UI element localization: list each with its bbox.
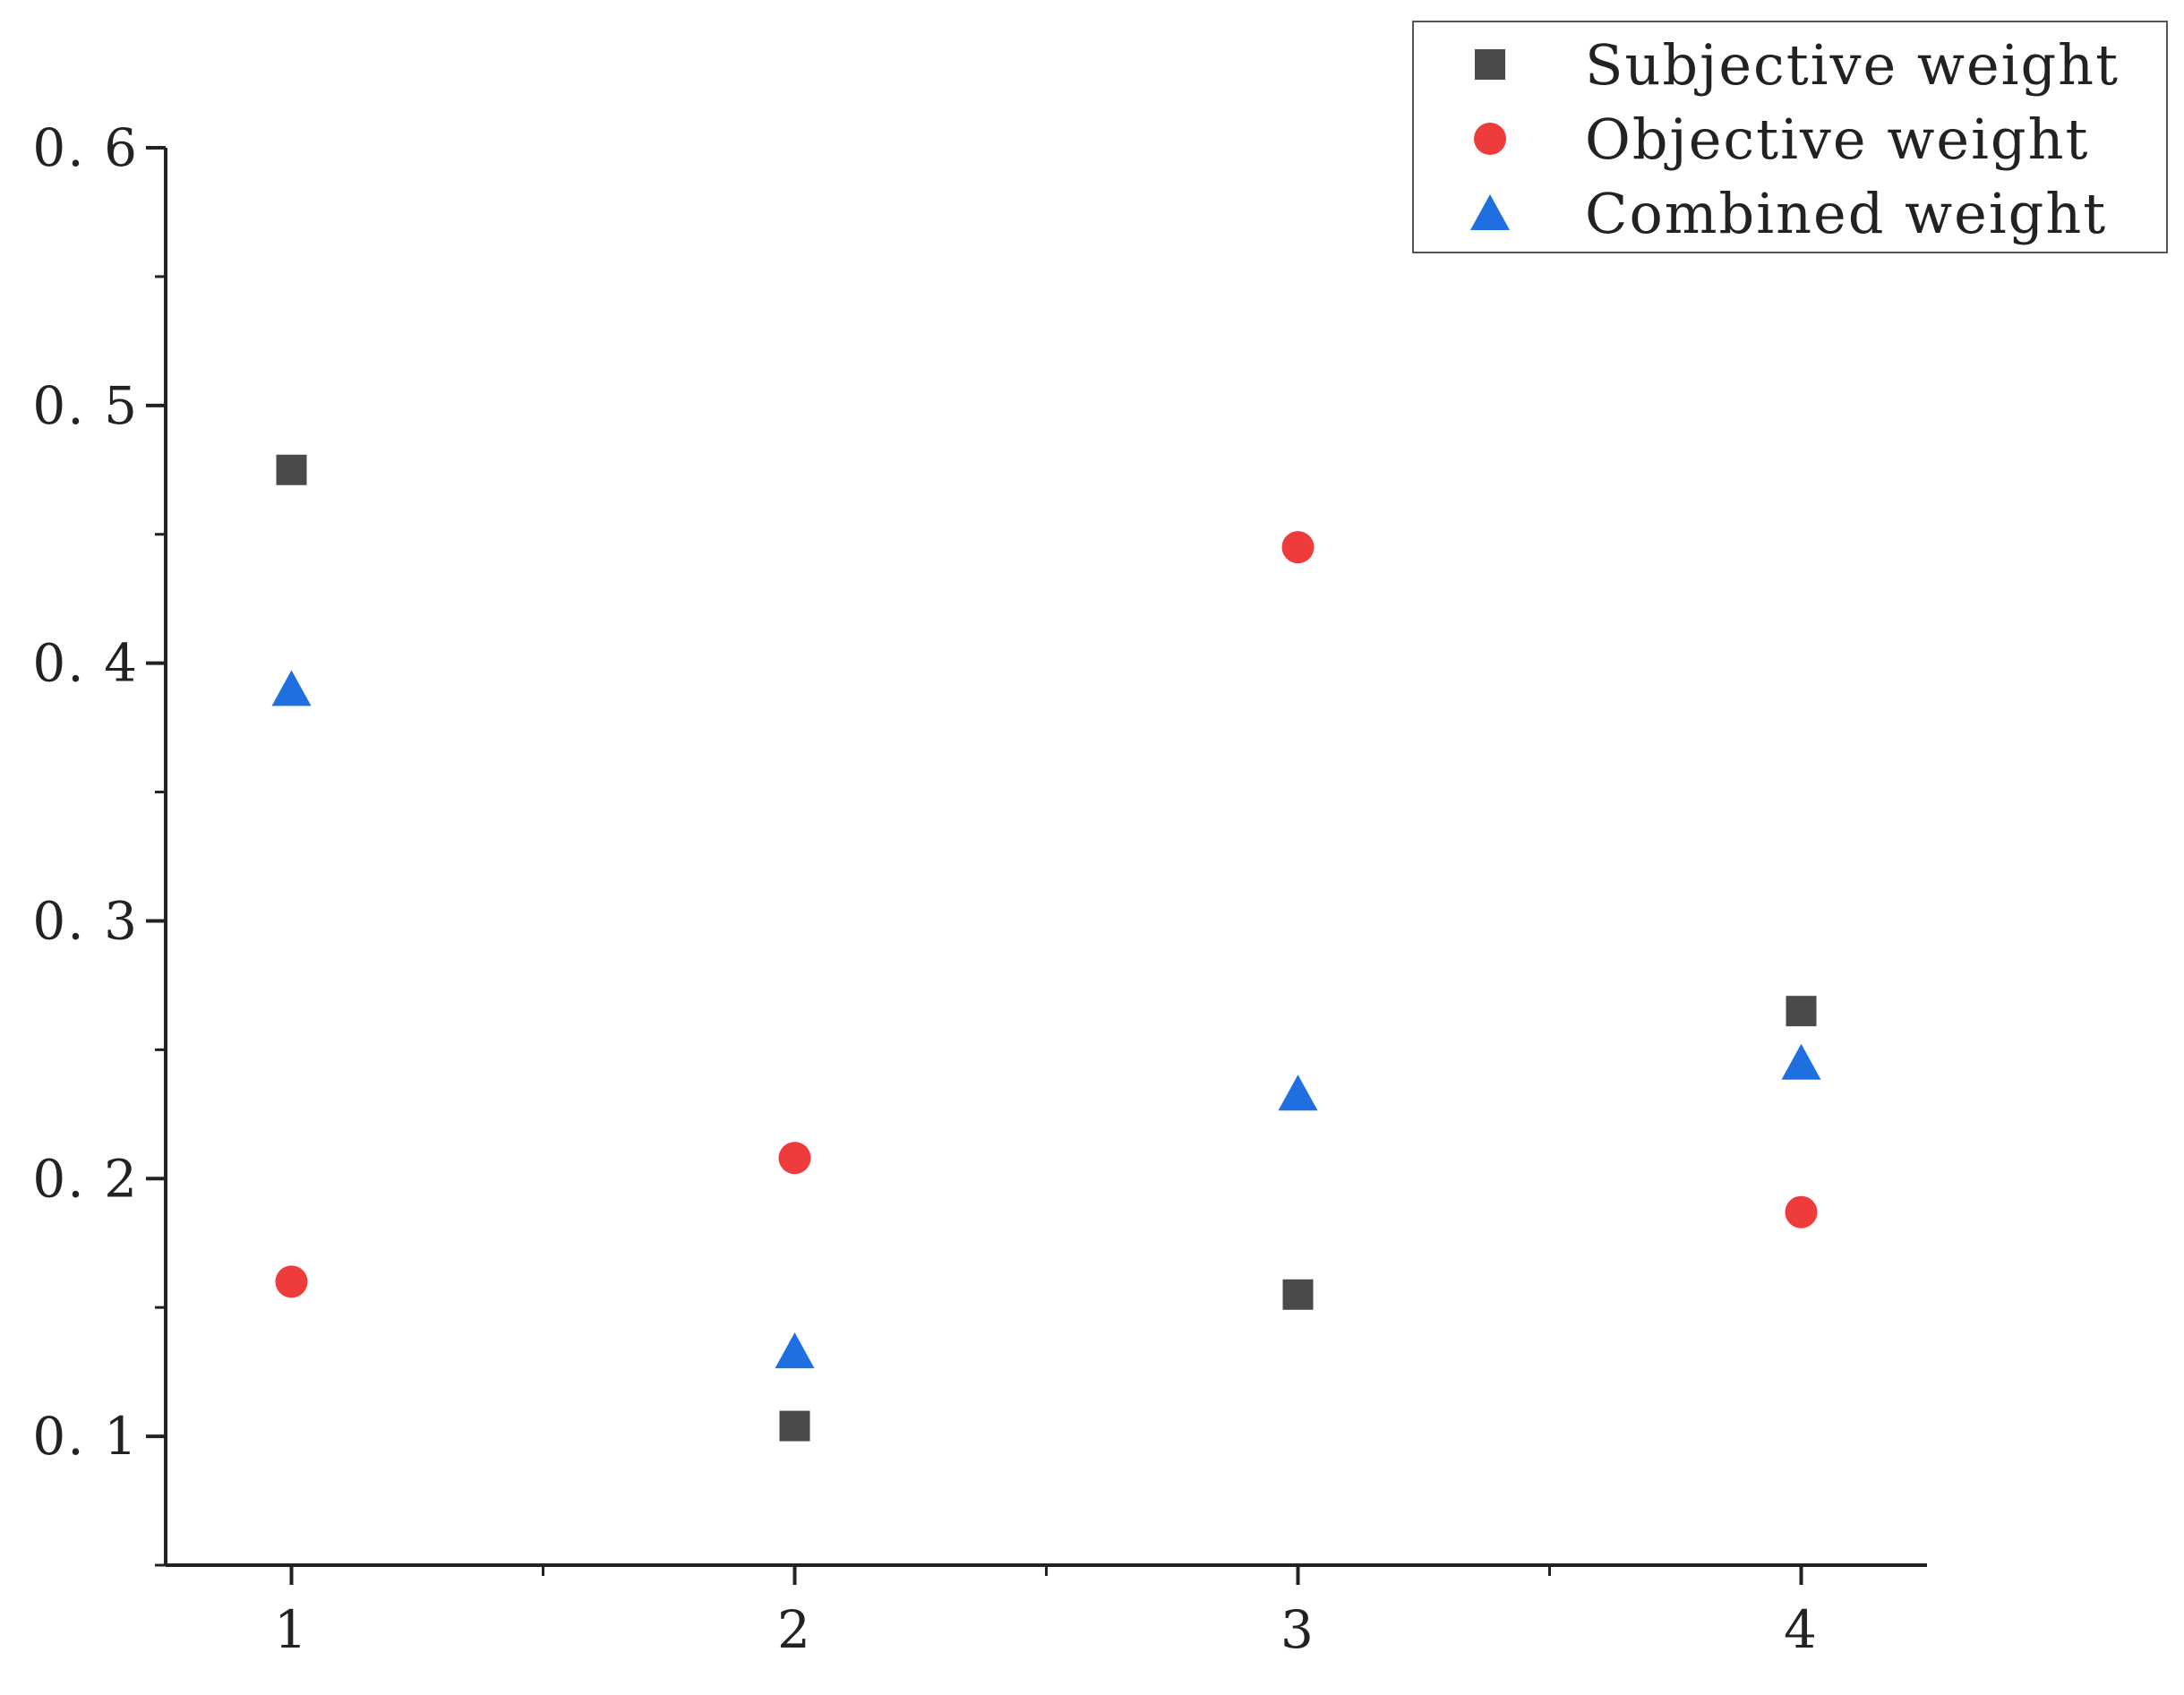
legend-box bbox=[1412, 21, 2168, 253]
x-tick-label: 4 bbox=[1784, 1599, 1819, 1660]
x-tick-label: 3 bbox=[1280, 1599, 1315, 1660]
subjective-weight-legend-label: Subjective weight bbox=[1585, 32, 2120, 98]
combined-weight-point bbox=[1781, 1043, 1821, 1080]
combined-weight-point bbox=[1278, 1074, 1318, 1111]
y-tick-label: 0. 4 bbox=[32, 633, 139, 694]
y-tick-label: 0. 1 bbox=[32, 1406, 139, 1467]
legend: Subjective weight Objective weight Combine… bbox=[1412, 21, 2168, 253]
subjective-weight-point bbox=[1282, 1279, 1314, 1310]
combined-weight-point bbox=[271, 670, 312, 706]
y-tick-label: 0. 3 bbox=[32, 890, 139, 951]
objective-weight-legend-label: Objective weight bbox=[1585, 107, 2089, 172]
objective-weight-point bbox=[275, 1265, 308, 1298]
x-tick-label: 2 bbox=[777, 1599, 812, 1660]
subjective-weight-point bbox=[1786, 996, 1817, 1027]
objective-weight-point bbox=[778, 1142, 811, 1175]
subjective-weight-point bbox=[779, 1410, 810, 1442]
data-marks bbox=[271, 454, 1821, 1442]
y-tick-label: 0. 6 bbox=[32, 117, 139, 178]
objective-weight-point bbox=[1281, 531, 1315, 564]
axes: 0. 1 0. 2 0. 3 0. 4 0. 5 0. 6 1 2 3 4 bbox=[32, 117, 1927, 1660]
subjective-weight-legend-marker bbox=[1475, 49, 1505, 80]
combined-weight-legend-label: Combined weight bbox=[1585, 181, 2107, 246]
y-tick-label: 0. 5 bbox=[32, 375, 139, 436]
combined-weight-point bbox=[775, 1332, 815, 1369]
y-tick-label: 0. 2 bbox=[32, 1148, 139, 1209]
objective-weight-legend-marker bbox=[1474, 123, 1506, 155]
objective-weight-point bbox=[1785, 1195, 1818, 1228]
subjective-weight-point bbox=[276, 454, 307, 485]
x-tick-label: 1 bbox=[274, 1599, 309, 1660]
combined-weight-legend-marker bbox=[1470, 194, 1510, 230]
